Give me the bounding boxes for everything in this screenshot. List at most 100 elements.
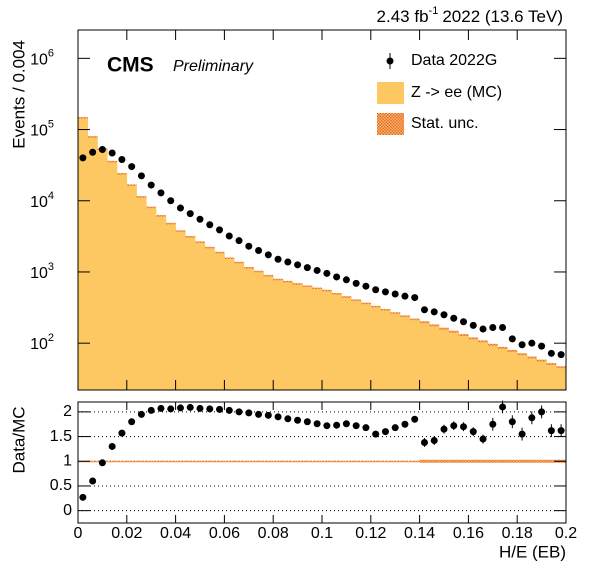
data-point bbox=[518, 341, 526, 349]
x-tick-label: 0 bbox=[74, 525, 83, 542]
ratio-point bbox=[284, 415, 292, 423]
y-tick-base: 10 bbox=[30, 194, 48, 211]
x-tick-label: 0.1 bbox=[311, 525, 333, 542]
ratio-unc-band bbox=[263, 460, 274, 463]
mc-bar bbox=[146, 206, 157, 390]
ratio-point bbox=[440, 425, 448, 433]
ratio-unc-band bbox=[546, 459, 557, 463]
stat-unc-band bbox=[487, 343, 498, 346]
stat-unc-band bbox=[243, 267, 254, 269]
legend-label: Data 2022G bbox=[411, 52, 497, 69]
data-point bbox=[79, 154, 87, 162]
data-point bbox=[274, 255, 282, 263]
data-point bbox=[264, 251, 272, 259]
stat-unc-band bbox=[556, 366, 566, 369]
stat-unc-band bbox=[195, 241, 205, 243]
mc-bar bbox=[400, 315, 411, 390]
y-tick-exponent: 5 bbox=[48, 118, 54, 130]
ratio-unc-band bbox=[331, 460, 342, 463]
ratio-point bbox=[137, 410, 145, 418]
ratio-unc-band bbox=[175, 460, 186, 463]
ratio-unc-band bbox=[214, 460, 225, 463]
data-point bbox=[460, 318, 468, 326]
stat-unc-band bbox=[448, 330, 459, 333]
stat-unc-band bbox=[478, 340, 488, 343]
ratio-point bbox=[147, 406, 155, 414]
mc-bar bbox=[243, 267, 254, 390]
ratio-point bbox=[79, 493, 87, 501]
ratio-unc-band bbox=[136, 460, 147, 463]
mc-bar bbox=[331, 293, 342, 390]
ratio-point bbox=[372, 430, 380, 438]
x-tick-label: 0.12 bbox=[355, 525, 386, 542]
stat-unc-band bbox=[214, 251, 225, 254]
ratio-point bbox=[206, 405, 214, 413]
stat-unc-band bbox=[419, 321, 430, 324]
ratio-point bbox=[528, 414, 536, 422]
stat-unc-band bbox=[224, 257, 235, 260]
mc-bar bbox=[253, 271, 264, 390]
ratio-unc-band bbox=[429, 459, 440, 463]
data-point bbox=[294, 261, 302, 269]
ratio-unc-band bbox=[195, 460, 205, 463]
mc-bar bbox=[458, 335, 469, 390]
mc-bar bbox=[234, 262, 245, 390]
y-axis-title: Events / 0.004 bbox=[9, 40, 28, 149]
ratio-point bbox=[489, 420, 497, 428]
y-tick-label: 2 bbox=[63, 403, 72, 420]
stat-unc-band bbox=[292, 283, 303, 285]
mc-bar bbox=[282, 281, 294, 390]
data-point bbox=[157, 189, 165, 197]
data-point bbox=[469, 321, 477, 329]
lumi-label: 2.43 fb-1 2022 (13.6 TeV) bbox=[377, 5, 563, 27]
ratio-point bbox=[186, 403, 194, 411]
lumi-rest: 2022 (13.6 TeV) bbox=[442, 7, 563, 26]
ratio-point bbox=[557, 427, 565, 435]
ratio-point bbox=[430, 437, 438, 445]
mc-bar bbox=[448, 331, 459, 390]
mc-bar bbox=[468, 338, 479, 390]
y-tick-label: 106 bbox=[30, 47, 54, 68]
y-tick-exponent: 6 bbox=[48, 47, 54, 59]
ratio-point bbox=[460, 423, 468, 431]
data-point bbox=[342, 276, 350, 284]
legend-label: Z -> ee (MC) bbox=[411, 84, 502, 101]
ratio-unc-band bbox=[322, 460, 332, 463]
ratio-unc-band bbox=[400, 460, 410, 463]
stat-unc-band bbox=[107, 160, 118, 163]
ratio-unc-band bbox=[390, 460, 401, 463]
ratio-unc-band bbox=[87, 460, 98, 463]
y-tick-label: 1.5 bbox=[50, 428, 72, 445]
x-tick-label: 0.02 bbox=[111, 525, 142, 542]
y-tick-exponent: 2 bbox=[48, 332, 54, 344]
data-point bbox=[284, 258, 292, 266]
ratio-point bbox=[235, 408, 243, 416]
data-point bbox=[245, 242, 253, 250]
mc-bar bbox=[273, 279, 284, 390]
ratio-unc-band bbox=[156, 460, 166, 463]
stat-unc-band bbox=[546, 363, 557, 365]
data-point bbox=[303, 264, 311, 272]
ratio-unc-band bbox=[458, 459, 469, 463]
data-point bbox=[401, 292, 409, 300]
ratio-point bbox=[362, 424, 370, 432]
ratio-point bbox=[89, 477, 97, 485]
data-point bbox=[372, 286, 380, 294]
ratio-unc-band bbox=[351, 460, 362, 463]
mc-bar bbox=[204, 247, 215, 390]
data-point bbox=[167, 197, 175, 205]
data-point bbox=[176, 204, 184, 212]
stat-unc-band bbox=[429, 324, 440, 327]
ratio-unc-band bbox=[517, 459, 527, 463]
cms-label: CMS bbox=[107, 54, 154, 77]
ratio-point bbox=[264, 411, 272, 419]
ratio-point bbox=[313, 420, 321, 428]
mc-bar bbox=[546, 363, 557, 390]
stat-unc-band bbox=[136, 196, 147, 198]
ratio-unc-band bbox=[370, 460, 381, 463]
ratio-point bbox=[255, 410, 263, 418]
ratio-unc-band bbox=[243, 460, 254, 463]
mc-bar bbox=[312, 287, 323, 390]
ratio-point bbox=[167, 405, 175, 413]
